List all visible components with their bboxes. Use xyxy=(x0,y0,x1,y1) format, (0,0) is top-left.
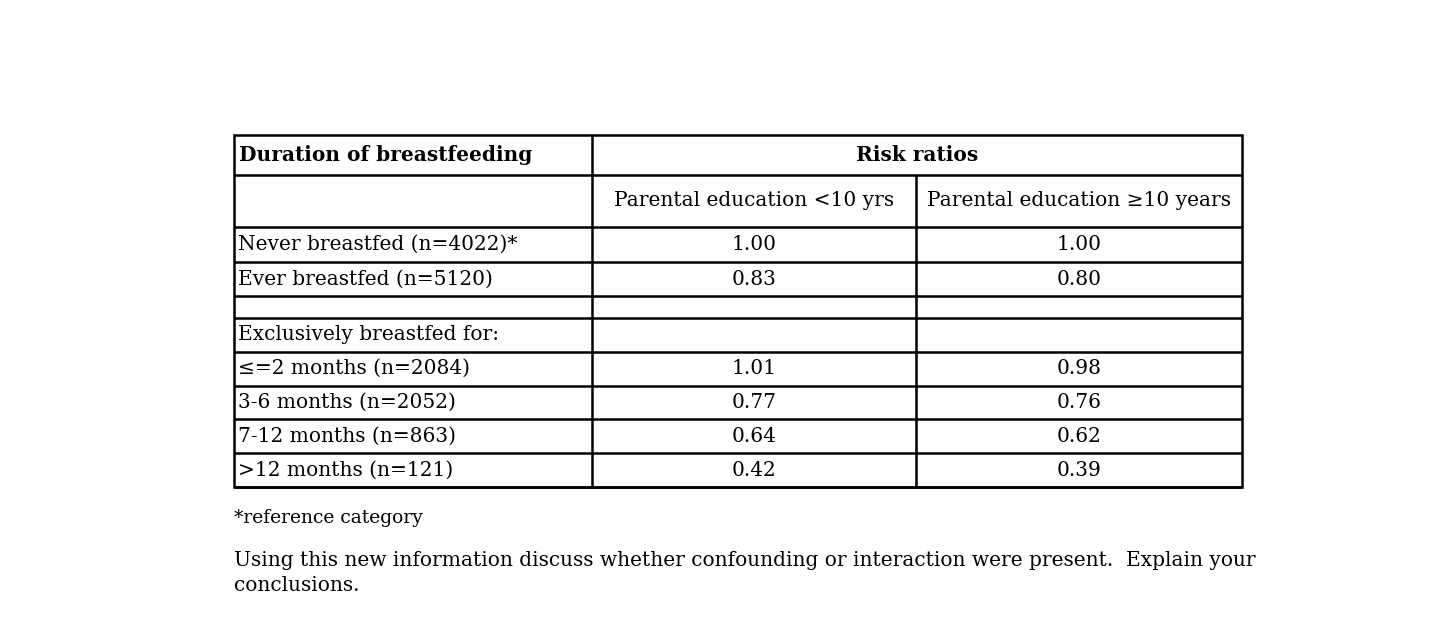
Text: 0.83: 0.83 xyxy=(732,270,776,289)
Text: 7-12 months (n=863): 7-12 months (n=863) xyxy=(238,427,456,446)
Text: 0.42: 0.42 xyxy=(732,461,776,480)
Bar xyxy=(235,134,1241,487)
Text: 0.98: 0.98 xyxy=(1057,359,1102,378)
Text: Exclusively breastfed for:: Exclusively breastfed for: xyxy=(238,325,500,344)
Text: 0.62: 0.62 xyxy=(1057,427,1102,446)
Text: 0.80: 0.80 xyxy=(1057,270,1102,289)
Text: Parental education ≥10 years: Parental education ≥10 years xyxy=(927,191,1231,211)
Text: 3-6 months (n=2052): 3-6 months (n=2052) xyxy=(238,393,456,412)
Text: conclusions.: conclusions. xyxy=(235,576,360,595)
Text: 0.77: 0.77 xyxy=(732,393,776,412)
Text: Duration of breastfeeding: Duration of breastfeeding xyxy=(239,145,533,164)
Text: 1.00: 1.00 xyxy=(1057,235,1102,254)
Text: Risk ratios: Risk ratios xyxy=(855,145,978,164)
Text: 0.76: 0.76 xyxy=(1057,393,1102,412)
Text: ≤=2 months (n=2084): ≤=2 months (n=2084) xyxy=(238,359,469,378)
Text: Ever breastfed (n=5120): Ever breastfed (n=5120) xyxy=(238,270,492,289)
Text: *reference category: *reference category xyxy=(235,509,423,527)
Text: 0.39: 0.39 xyxy=(1057,461,1102,480)
Text: 1.01: 1.01 xyxy=(732,359,776,378)
Text: >12 months (n=121): >12 months (n=121) xyxy=(238,461,454,480)
Text: 1.00: 1.00 xyxy=(732,235,776,254)
Text: Never breastfed (n=4022)*: Never breastfed (n=4022)* xyxy=(238,235,517,254)
Text: 0.64: 0.64 xyxy=(732,427,776,446)
Text: Parental education <10 yrs: Parental education <10 yrs xyxy=(613,191,894,211)
Text: Using this new information discuss whether confounding or interaction were prese: Using this new information discuss wheth… xyxy=(235,551,1256,570)
